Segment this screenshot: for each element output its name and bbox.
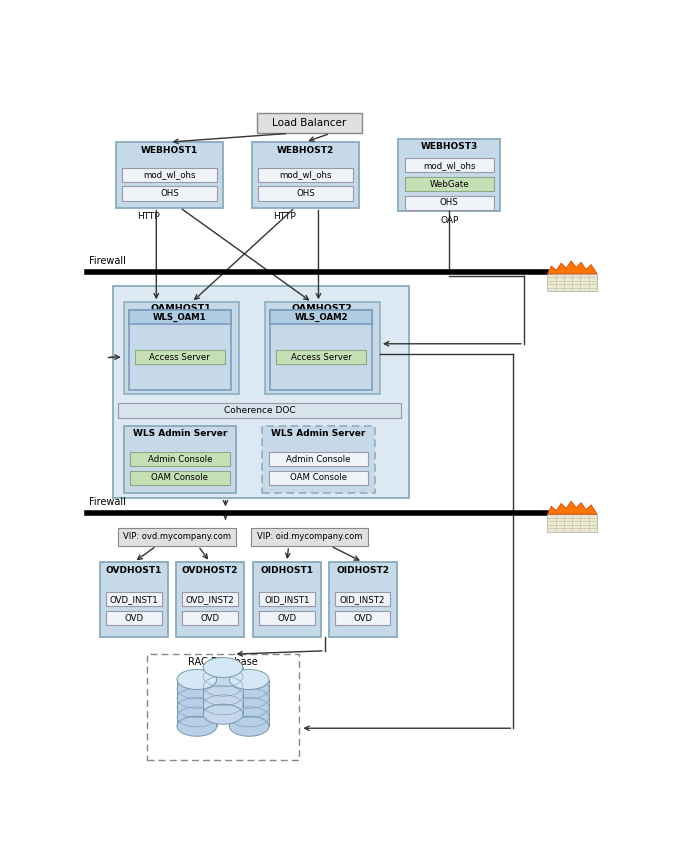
Text: Firewall: Firewall	[88, 497, 126, 506]
Text: OHS: OHS	[160, 189, 179, 198]
Text: WLS Admin Server: WLS Admin Server	[271, 429, 366, 439]
Text: Access Server: Access Server	[149, 353, 210, 362]
Ellipse shape	[203, 657, 243, 677]
Ellipse shape	[230, 669, 269, 689]
Bar	[129, 310, 231, 390]
Text: OHS: OHS	[440, 199, 458, 207]
Bar	[269, 471, 369, 485]
Bar	[129, 310, 231, 324]
Bar	[203, 668, 243, 714]
Text: mod_wl_ohs: mod_wl_ohs	[143, 170, 196, 179]
Bar	[118, 403, 401, 418]
Bar	[177, 680, 217, 727]
Bar	[107, 611, 162, 625]
Bar	[130, 453, 230, 466]
Text: WEBHOST1: WEBHOST1	[141, 146, 198, 154]
Text: OAMHOST1: OAMHOST1	[151, 304, 211, 314]
Bar	[250, 528, 369, 546]
Bar	[270, 310, 372, 324]
Bar	[398, 139, 500, 211]
Text: WebGate: WebGate	[429, 179, 469, 189]
Bar	[276, 350, 366, 364]
Text: OVD: OVD	[277, 614, 296, 623]
Bar	[404, 177, 494, 191]
Bar	[335, 611, 390, 625]
Polygon shape	[547, 501, 597, 514]
Text: OHS: OHS	[296, 189, 315, 198]
Text: OVD: OVD	[353, 614, 372, 623]
Bar	[100, 562, 168, 636]
Bar	[182, 592, 238, 606]
Bar	[135, 350, 225, 364]
Bar	[259, 611, 315, 625]
Bar	[147, 654, 299, 759]
Ellipse shape	[177, 669, 217, 689]
Text: OVD_INST2: OVD_INST2	[186, 595, 234, 604]
Text: OVD_INST1: OVD_INST1	[110, 595, 159, 604]
Bar	[252, 142, 359, 207]
Text: Coherence DOC: Coherence DOC	[224, 406, 296, 415]
Text: WEBHOST3: WEBHOST3	[421, 142, 478, 151]
Text: RAC Database: RAC Database	[188, 657, 258, 667]
Bar	[335, 592, 390, 606]
Text: Load Balancer: Load Balancer	[272, 119, 346, 128]
Ellipse shape	[177, 716, 217, 736]
Bar	[269, 453, 369, 466]
Text: OAP: OAP	[440, 216, 458, 225]
Bar	[257, 114, 362, 134]
Text: OIDHOST2: OIDHOST2	[336, 565, 389, 575]
Bar	[124, 303, 239, 394]
Ellipse shape	[203, 704, 243, 724]
Text: mod_wl_ohs: mod_wl_ohs	[279, 170, 331, 179]
Bar	[258, 168, 353, 182]
Text: OAM Console: OAM Console	[290, 473, 347, 482]
Bar	[122, 168, 217, 182]
Text: Access Server: Access Server	[291, 353, 352, 362]
Text: Admin Console: Admin Console	[148, 454, 212, 464]
Text: HTTP: HTTP	[137, 212, 160, 221]
Text: OVD: OVD	[124, 614, 144, 623]
Bar	[270, 310, 372, 390]
Bar	[265, 303, 380, 394]
Text: VIP: oid.mycompany.com: VIP: oid.mycompany.com	[257, 532, 362, 542]
Bar	[547, 274, 597, 291]
Text: OVDHOST2: OVDHOST2	[182, 565, 238, 575]
Text: OIDHOST1: OIDHOST1	[261, 565, 313, 575]
Text: OVD: OVD	[200, 614, 219, 623]
Bar	[253, 562, 321, 636]
Bar	[258, 186, 353, 200]
Polygon shape	[547, 261, 597, 274]
Text: HTTP: HTTP	[273, 212, 296, 221]
Bar	[329, 562, 397, 636]
Bar	[107, 592, 162, 606]
Text: Firewall: Firewall	[88, 257, 126, 266]
Text: WLS_OAM1: WLS_OAM1	[153, 312, 207, 322]
Bar	[176, 562, 244, 636]
Ellipse shape	[230, 716, 269, 736]
Bar	[124, 426, 236, 492]
Text: WLS Admin Server: WLS Admin Server	[133, 429, 227, 439]
Bar	[262, 426, 375, 492]
Text: OID_INST2: OID_INST2	[340, 595, 385, 604]
Text: WEBHOST2: WEBHOST2	[277, 146, 334, 154]
Bar	[130, 471, 230, 485]
Text: Admin Console: Admin Console	[286, 454, 351, 464]
Bar	[404, 196, 494, 210]
Text: VIP: ovd.mycompany.com: VIP: ovd.mycompany.com	[124, 532, 232, 542]
Text: OAM Console: OAM Console	[151, 473, 209, 482]
Text: OVDHOST1: OVDHOST1	[106, 565, 162, 575]
Bar	[118, 528, 236, 546]
Bar	[122, 186, 217, 200]
Bar	[182, 611, 238, 625]
Bar	[230, 680, 269, 727]
Bar	[113, 285, 408, 498]
Text: OID_INST1: OID_INST1	[264, 595, 310, 604]
Text: WLS_OAM2: WLS_OAM2	[294, 312, 348, 322]
Text: OAMHOST2: OAMHOST2	[292, 304, 353, 314]
Text: mod_wl_ohs: mod_wl_ohs	[423, 161, 475, 170]
Bar	[259, 592, 315, 606]
Bar	[547, 514, 597, 531]
Bar	[404, 159, 494, 173]
Bar	[116, 142, 223, 207]
